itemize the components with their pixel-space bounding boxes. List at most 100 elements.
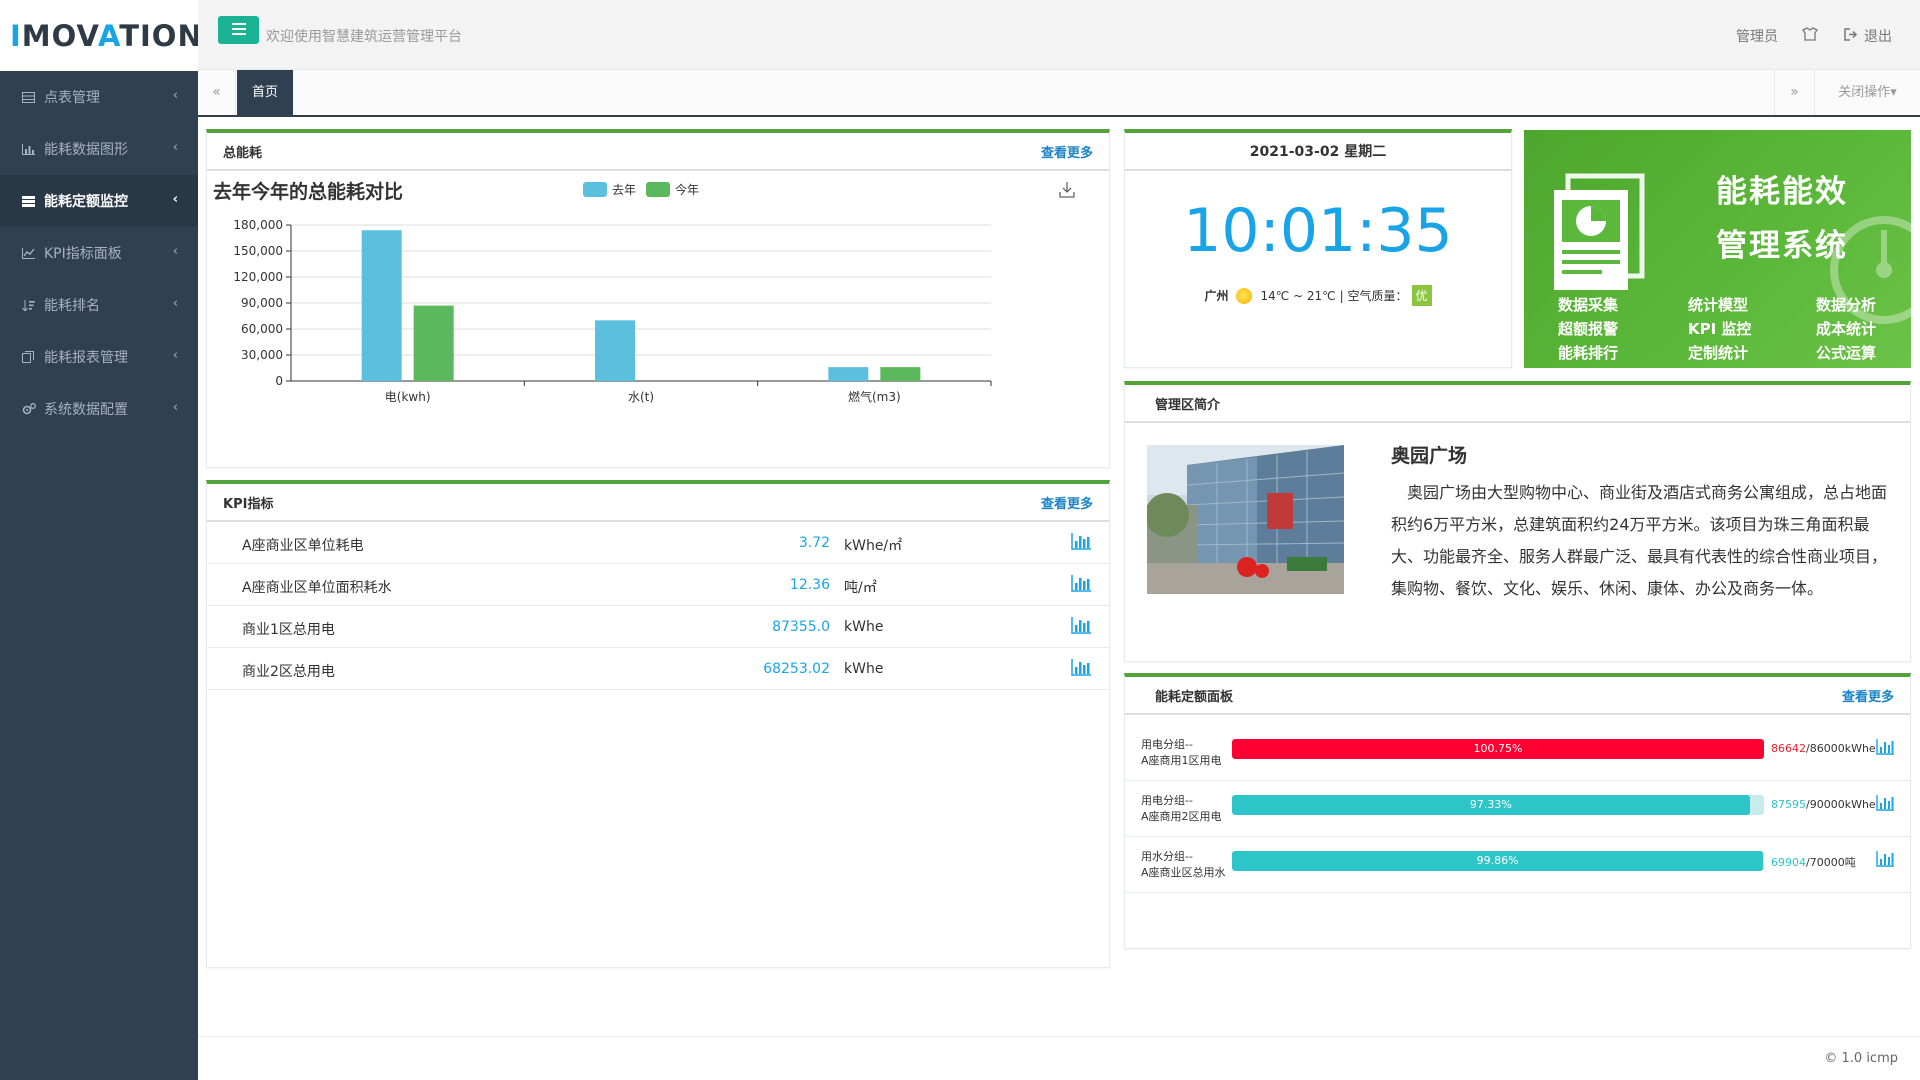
time-display: 10:01:35 bbox=[1183, 196, 1453, 266]
sidebar-item[interactable]: 能耗报表管理 ‹ bbox=[0, 331, 198, 383]
close-operations-dropdown[interactable]: 关闭操作▾ bbox=[1814, 70, 1920, 115]
gauge-decoration-icon bbox=[1830, 216, 1911, 324]
quota-row: 用电分组-- A座商用1区用电 100.75% 86642/86000kWhe bbox=[1125, 725, 1910, 781]
list-icon bbox=[22, 195, 36, 207]
kpi-name: 商业2区总用电 bbox=[242, 664, 335, 680]
legend-item-last-year[interactable]: 去年 bbox=[583, 181, 636, 198]
promo-title-2: 管理系统 bbox=[1716, 228, 1848, 264]
area-intro-panel: 管理区简介 奥园广场 奥园广场由大型购物中心、商业街及酒店式商务公寓组成，总占地… bbox=[1124, 381, 1911, 662]
kpi-panel: KPI指标 查看更多 A座商业区单位耗电 3.72 kWhe/㎡ A座商业区单位面积耗… bbox=[206, 480, 1110, 968]
document-chart-icon bbox=[1554, 173, 1645, 290]
air-quality-badge: 优 bbox=[1411, 285, 1432, 306]
promo-title-1: 能耗能效 bbox=[1716, 174, 1848, 210]
hamburger-icon bbox=[231, 23, 246, 35]
kpi-list: A座商业区单位耗电 3.72 kWhe/㎡ A座商业区单位面积耗水 12.36 吨/㎡ 商业… bbox=[207, 522, 1109, 690]
quota-row: 用水分组-- A座商业区总用水 99.86% 69904/70000吨 bbox=[1125, 837, 1910, 893]
y-tick-label: 0 bbox=[275, 374, 283, 388]
chart-title: 去年今年的总能耗对比 bbox=[213, 181, 404, 203]
quota-progress-fill: 100.75% bbox=[1232, 739, 1764, 759]
view-more-link[interactable]: 查看更多 bbox=[1040, 496, 1093, 512]
promo-feature: 能耗排行 bbox=[1558, 344, 1619, 362]
top-bar: 欢迎使用智慧建筑运营管理平台 管理员 退出 bbox=[198, 0, 1920, 70]
sidebar-item[interactable]: KPI指标面板 ‹ bbox=[0, 227, 198, 279]
x-tick-label: 电(kwh) bbox=[385, 390, 431, 404]
chevron-left-icon: ‹ bbox=[172, 348, 178, 363]
logout-icon[interactable] bbox=[1844, 27, 1858, 45]
logout-link[interactable]: 退出 bbox=[1864, 29, 1892, 45]
skin-icon[interactable] bbox=[1802, 27, 1818, 45]
sidebar-nav: 点表管理 ‹ 能耗数据图形 ‹ 能耗定额监控 ‹ KPI指标面板 ‹ 能耗排名 ‹ 能耗报表管理 ‹ 系… bbox=[0, 71, 198, 435]
area-description: 奥园广场由大型购物中心、商业街及酒店式商务公寓组成，总占地面积约6万平方米，总建… bbox=[1391, 483, 1888, 598]
double-chevron-left-icon: « bbox=[212, 84, 221, 100]
bar[interactable] bbox=[828, 367, 869, 381]
bar[interactable] bbox=[361, 230, 402, 381]
sidebar-item[interactable]: 能耗定额监控 ‹ bbox=[0, 175, 198, 227]
sidebar-item[interactable]: 能耗数据图形 ‹ bbox=[0, 123, 198, 175]
bar-chart-icon[interactable] bbox=[1876, 739, 1894, 759]
bar-chart-icon bbox=[22, 143, 36, 155]
double-chevron-right-icon: » bbox=[1790, 84, 1799, 100]
download-icon[interactable] bbox=[1059, 181, 1075, 202]
admin-link[interactable]: 管理员 bbox=[1736, 29, 1778, 45]
kpi-row: A座商业区单位面积耗水 12.36 吨/㎡ bbox=[207, 564, 1109, 606]
y-tick-label: 60,000 bbox=[241, 322, 283, 336]
promo-feature: 数据采集 bbox=[1558, 296, 1619, 314]
promo-feature: 数据分析 bbox=[1816, 296, 1877, 314]
legend-item-this-year[interactable]: 今年 bbox=[646, 181, 699, 198]
promo-feature: 统计模型 bbox=[1688, 296, 1749, 314]
view-more-link[interactable]: 查看更多 bbox=[1040, 145, 1093, 161]
city-name: 广州 bbox=[1204, 289, 1229, 303]
sidebar-item-label: 点表管理 bbox=[44, 90, 100, 106]
total-energy-panel: 总能耗 查看更多 去年今年的总能耗对比 去年 今年 180,000 150,000… bbox=[206, 129, 1110, 468]
report-icon bbox=[22, 351, 36, 363]
logo[interactable]: IMOVATION bbox=[0, 0, 202, 71]
bar-chart-icon[interactable] bbox=[1071, 659, 1091, 680]
sidebar-item[interactable]: 点表管理 ‹ bbox=[0, 71, 198, 123]
panel-title: 总能耗 bbox=[223, 145, 263, 161]
view-more-link[interactable]: 查看更多 bbox=[1841, 689, 1894, 705]
bar-chart-icon[interactable] bbox=[1876, 795, 1894, 815]
bar-chart-icon[interactable] bbox=[1071, 575, 1091, 596]
bar[interactable] bbox=[880, 367, 921, 381]
sidebar-item-label: 能耗定额监控 bbox=[44, 194, 128, 210]
system-promo-banner: 能耗能效 管理系统 数据采集 统计模型 数据分析 超额报警 KPI 监控 成本统… bbox=[1524, 130, 1911, 368]
kpi-row: 商业1区总用电 87355.0 kWhe bbox=[207, 606, 1109, 648]
kpi-unit: 吨/㎡ bbox=[844, 580, 877, 596]
sidebar-item[interactable]: 系统数据配置 ‹ bbox=[0, 383, 198, 435]
bar[interactable] bbox=[595, 320, 635, 381]
tab-home[interactable]: 首页 bbox=[237, 70, 293, 115]
bar-chart-icon[interactable] bbox=[1071, 533, 1091, 554]
y-tick-label: 120,000 bbox=[233, 270, 283, 284]
sidebar-item-label: 能耗排名 bbox=[44, 298, 100, 314]
kpi-name: A座商业区单位面积耗水 bbox=[242, 580, 392, 596]
tab-scroll-left-button[interactable]: « bbox=[198, 70, 236, 115]
quota-progress-bar: 100.75% bbox=[1232, 739, 1764, 759]
panel-title: KPI指标 bbox=[223, 496, 274, 512]
sort-icon bbox=[22, 299, 36, 312]
chevron-left-icon: ‹ bbox=[172, 140, 178, 155]
footer: © 1.0 icmp bbox=[198, 1036, 1920, 1080]
sidebar-item[interactable]: 能耗排名 ‹ bbox=[0, 279, 198, 331]
sidebar: IMOVATION 点表管理 ‹ 能耗数据图形 ‹ 能耗定额监控 ‹ KPI指标面板 ‹ 能耗排… bbox=[0, 0, 202, 1080]
chevron-left-icon: ‹ bbox=[172, 400, 178, 415]
sidebar-item-label: 能耗数据图形 bbox=[44, 142, 128, 158]
sidebar-item-label: 能耗报表管理 bbox=[44, 350, 128, 366]
x-tick-label: 水(t) bbox=[628, 390, 654, 404]
chevron-left-icon: ‹ bbox=[172, 192, 178, 207]
top-right-actions: 管理员 退出 bbox=[1718, 26, 1892, 46]
menu-toggle-button[interactable] bbox=[218, 16, 259, 44]
bar[interactable] bbox=[413, 305, 454, 381]
table-icon bbox=[22, 91, 36, 103]
promo-feature: 成本统计 bbox=[1816, 320, 1877, 338]
kpi-value: 12.36 bbox=[789, 577, 830, 593]
tab-scroll-right-button[interactable]: » bbox=[1774, 70, 1814, 115]
kpi-value: 68253.02 bbox=[763, 661, 830, 677]
panel-title: 能耗定额面板 bbox=[1155, 689, 1234, 705]
tab-bar: « 首页 » 关闭操作▾ bbox=[198, 70, 1920, 117]
air-quality-label: | 空气质量： bbox=[1339, 289, 1408, 303]
date-display: 2021-03-02 星期二 bbox=[1125, 133, 1511, 171]
kpi-row: 商业2区总用电 68253.02 kWhe bbox=[207, 648, 1109, 690]
chevron-left-icon: ‹ bbox=[172, 244, 178, 259]
bar-chart-icon[interactable] bbox=[1071, 617, 1091, 638]
bar-chart-icon[interactable] bbox=[1876, 851, 1894, 871]
